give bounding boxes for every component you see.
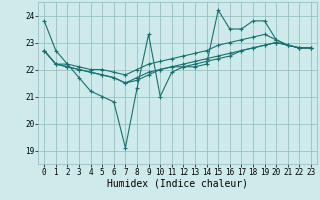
X-axis label: Humidex (Indice chaleur): Humidex (Indice chaleur) — [107, 179, 248, 189]
